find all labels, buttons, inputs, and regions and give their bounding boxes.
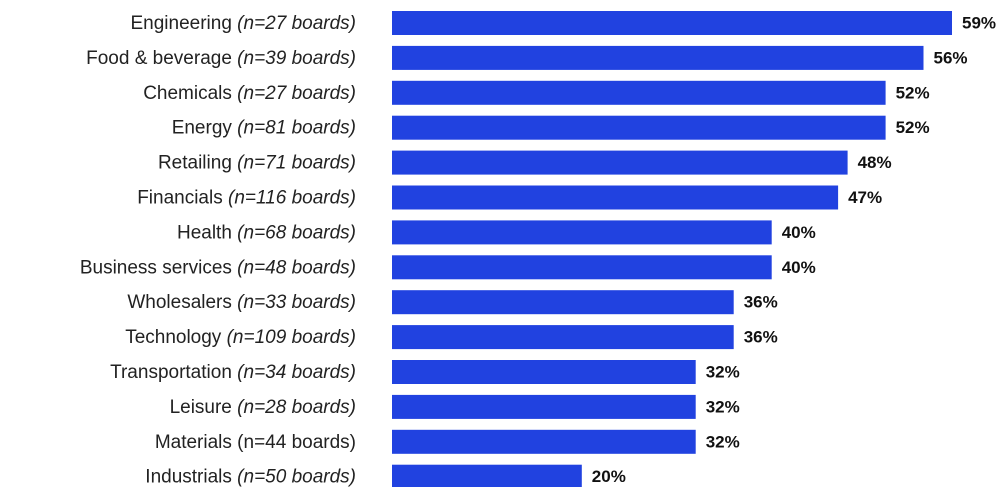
category-count: (n=34 boards) — [237, 362, 356, 383]
category-name: Health — [177, 222, 237, 243]
value-label-0: 59% — [962, 14, 996, 33]
bar-9 — [392, 325, 734, 350]
category-name: Industrials — [145, 466, 237, 487]
value-label-3: 52% — [896, 118, 930, 137]
bar-4 — [392, 150, 848, 175]
category-label-2: Chemicals (n=27 boards) — [143, 82, 356, 103]
value-label-12: 32% — [706, 432, 740, 451]
category-count: (n=27 boards) — [237, 13, 356, 34]
category-label-12: Materials (n=44 boards) — [155, 431, 356, 452]
category-label-5: Financials (n=116 boards) — [137, 187, 356, 208]
bar-5 — [392, 185, 839, 210]
bar-3 — [392, 115, 886, 140]
category-label-8: Wholesalers (n=33 boards) — [127, 292, 356, 313]
category-labels: Engineering (n=27 boards)Food & beverage… — [80, 13, 356, 487]
category-count: (n=48 boards) — [237, 257, 356, 278]
category-count: (n=109 boards) — [227, 327, 356, 348]
category-name: Chemicals — [143, 82, 237, 103]
category-name: Wholesalers — [127, 292, 237, 313]
bar-0 — [392, 11, 952, 35]
category-label-1: Food & beverage (n=39 boards) — [86, 47, 356, 68]
value-label-4: 48% — [858, 153, 892, 172]
category-count: (n=39 boards) — [237, 47, 356, 68]
category-count: (n=116 boards) — [228, 187, 356, 208]
category-count: (n=50 boards) — [237, 466, 356, 487]
category-name: Business services — [80, 257, 237, 278]
bar-7 — [392, 255, 772, 280]
bars — [392, 11, 952, 487]
value-labels: 59%56%52%52%48%47%40%40%36%36%32%32%32%2… — [592, 14, 996, 487]
value-label-7: 40% — [782, 258, 816, 277]
category-name: Retailing — [158, 152, 237, 173]
value-label-2: 52% — [896, 83, 930, 102]
category-label-4: Retailing (n=71 boards) — [158, 152, 356, 173]
category-label-10: Transportation (n=34 boards) — [110, 362, 356, 383]
value-label-6: 40% — [782, 223, 816, 242]
category-name: Engineering — [130, 13, 237, 34]
category-name: Food & beverage — [86, 47, 237, 68]
category-name: Technology — [125, 327, 226, 348]
category-name: Financials — [137, 187, 228, 208]
value-label-9: 36% — [744, 328, 778, 347]
category-name: Transportation — [110, 362, 237, 383]
bar-8 — [392, 290, 734, 315]
category-count: (n=27 boards) — [237, 82, 356, 103]
value-label-5: 47% — [848, 188, 882, 207]
value-label-11: 32% — [706, 397, 740, 416]
category-name: Energy — [172, 117, 237, 138]
category-label-0: Engineering (n=27 boards) — [130, 13, 356, 34]
category-name: Leisure — [170, 396, 238, 417]
value-label-8: 36% — [744, 293, 778, 312]
bar-1 — [392, 45, 924, 70]
category-label-7: Business services (n=48 boards) — [80, 257, 356, 278]
value-label-1: 56% — [934, 48, 968, 67]
category-count: (n=44 boards) — [237, 431, 356, 452]
category-count: (n=71 boards) — [237, 152, 356, 173]
category-label-11: Leisure (n=28 boards) — [170, 396, 356, 417]
category-count: (n=33 boards) — [237, 292, 356, 313]
category-name: Materials — [155, 431, 237, 452]
category-count: (n=81 boards) — [237, 117, 356, 138]
bar-12 — [392, 429, 696, 454]
value-label-10: 32% — [706, 363, 740, 382]
bar-10 — [392, 360, 696, 384]
category-label-6: Health (n=68 boards) — [177, 222, 356, 243]
bar-11 — [392, 394, 696, 419]
category-label-3: Energy (n=81 boards) — [172, 117, 356, 138]
bar-6 — [392, 220, 772, 245]
category-label-13: Industrials (n=50 boards) — [145, 466, 356, 487]
category-label-9: Technology (n=109 boards) — [125, 327, 356, 348]
bar-13 — [392, 464, 582, 487]
bar-2 — [392, 80, 886, 105]
value-label-13: 20% — [592, 467, 626, 486]
category-count: (n=28 boards) — [237, 396, 356, 417]
category-count: (n=68 boards) — [237, 222, 356, 243]
